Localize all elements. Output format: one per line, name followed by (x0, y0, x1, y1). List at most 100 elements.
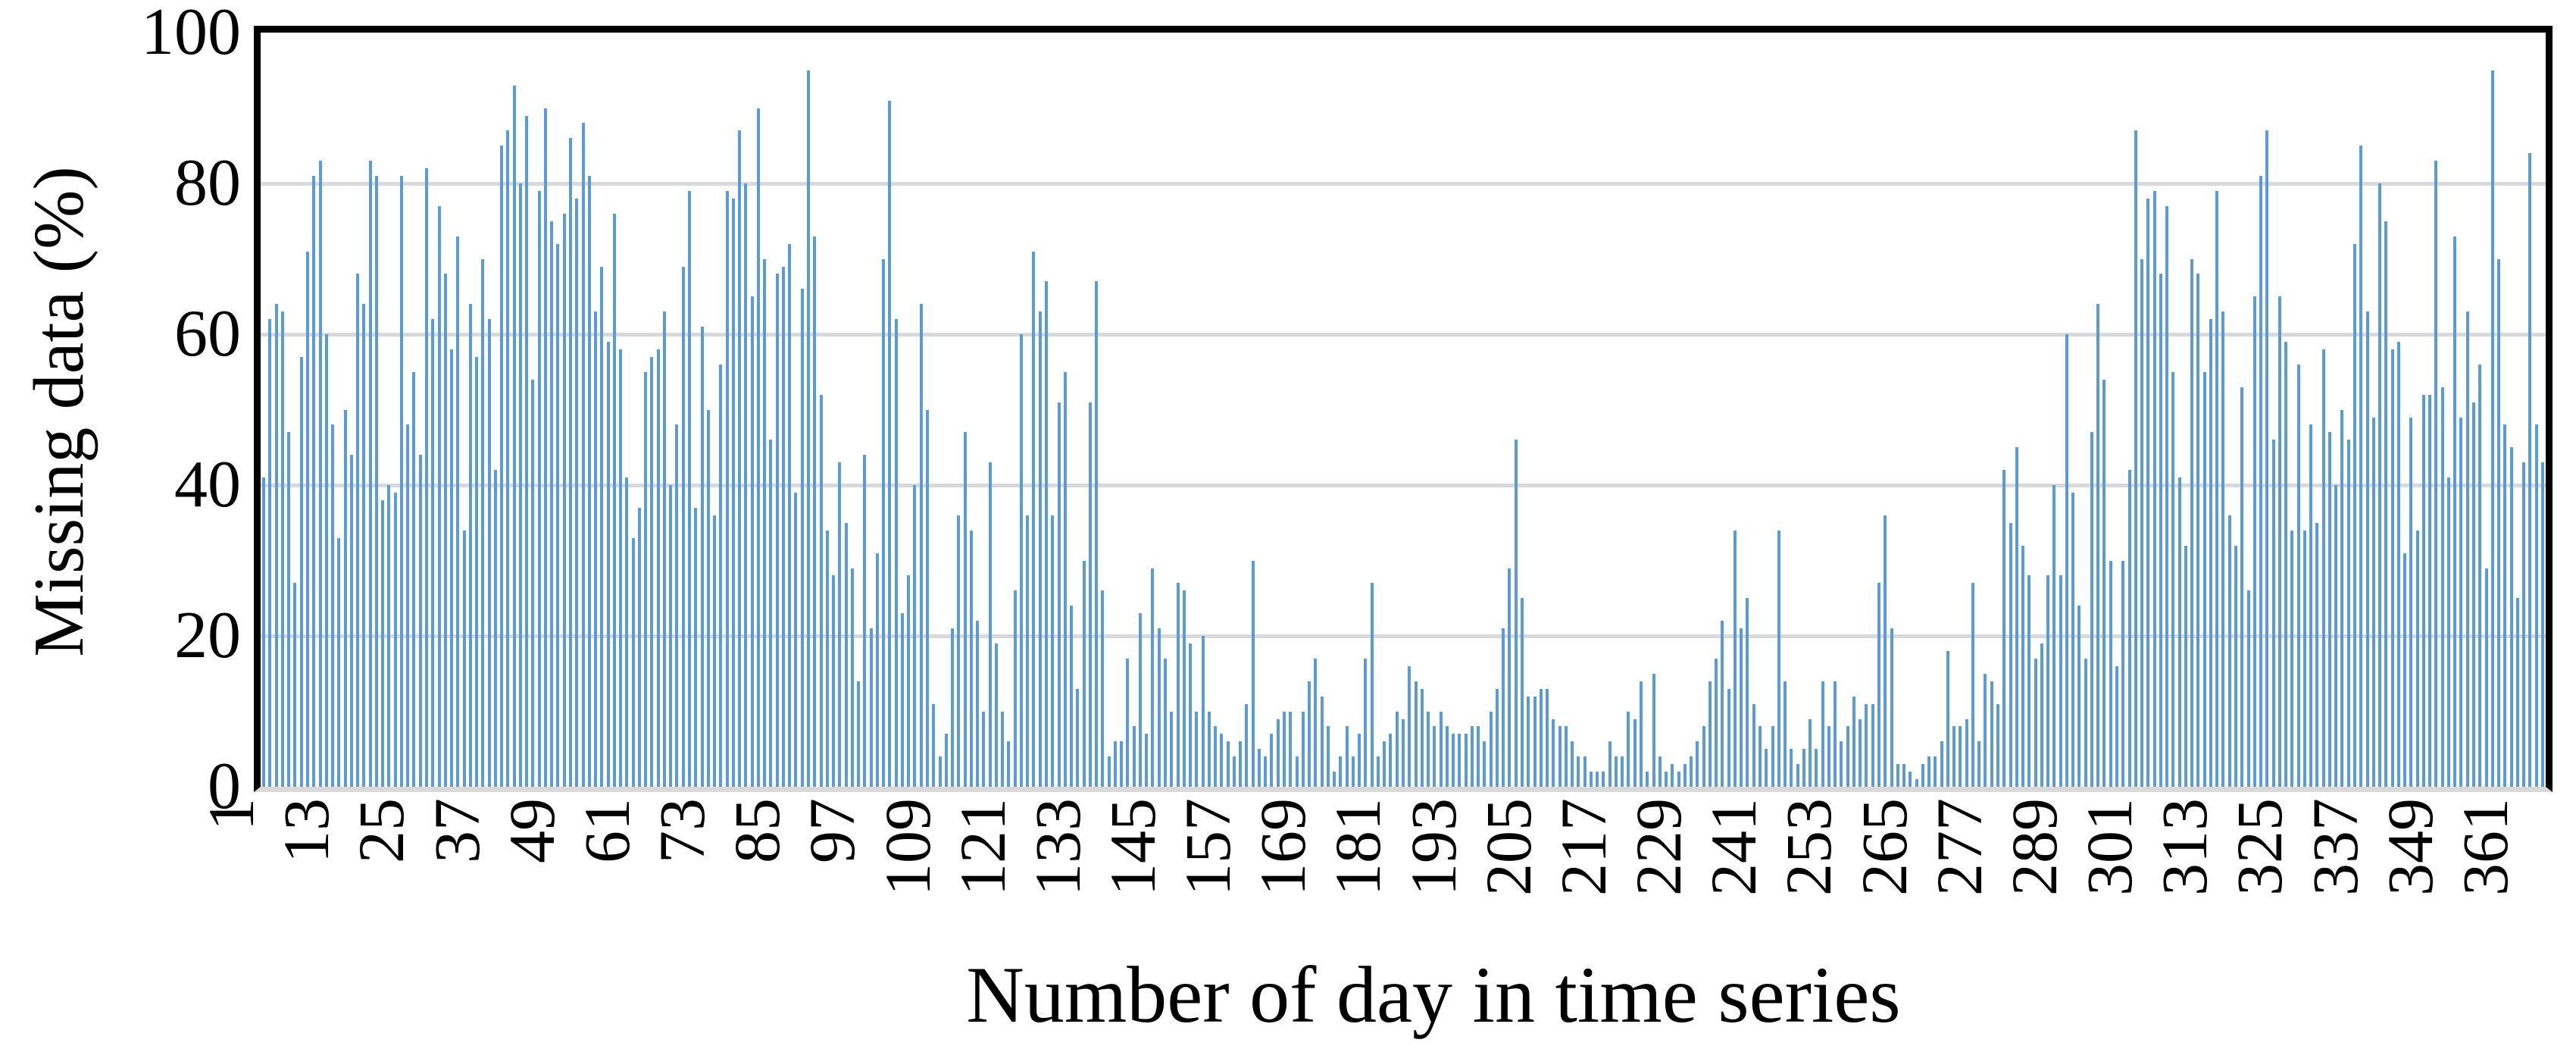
bar-day-16 (356, 274, 360, 787)
bar-day-231 (1702, 726, 1705, 787)
bar-day-185 (1414, 681, 1418, 787)
bar-day-270 (1946, 650, 1949, 787)
bar-day-227 (1677, 772, 1680, 787)
bar-day-24 (406, 424, 410, 787)
bar-day-268 (1934, 756, 1937, 787)
bar-day-28 (431, 319, 435, 787)
bar-day-299 (2127, 470, 2131, 787)
x-tick-label-145: 145 (1096, 798, 1169, 896)
x-tick-label-37: 37 (420, 798, 493, 863)
bar-day-357 (2490, 70, 2494, 787)
bar-day-209 (1564, 726, 1568, 787)
bar-day-165 (1289, 711, 1293, 787)
bar-day-328 (2309, 424, 2313, 787)
bar-day-188 (1433, 726, 1436, 787)
bar-day-286 (2046, 575, 2050, 787)
bar-day-218 (1621, 756, 1624, 787)
bar-day-37 (487, 319, 491, 787)
bar-day-100 (882, 258, 886, 787)
x-tick-label-109: 109 (871, 798, 944, 896)
bar-day-359 (2503, 424, 2507, 787)
bar-day-223 (1652, 673, 1655, 787)
bar-day-284 (2034, 658, 2037, 787)
bar-day-217 (1614, 756, 1618, 787)
bar-day-241 (1765, 749, 1768, 787)
bar-day-139 (1126, 658, 1130, 787)
bar-day-21 (387, 485, 391, 787)
bar-day-181 (1389, 734, 1393, 787)
bar-day-288 (2059, 575, 2062, 787)
bar-day-79 (750, 296, 754, 787)
bar-day-19 (374, 176, 378, 787)
bar-day-40 (506, 130, 510, 787)
bar-day-269 (1940, 741, 1943, 787)
bar-day-187 (1427, 711, 1430, 787)
bar-day-87 (800, 289, 804, 787)
bar-day-143 (1151, 568, 1155, 787)
bar-day-2 (268, 319, 272, 787)
bar-day-49 (562, 213, 566, 787)
bar-day-272 (1959, 726, 1962, 787)
bar-day-258 (1871, 703, 1874, 787)
bar-day-225 (1665, 772, 1668, 787)
bar-day-142 (1145, 734, 1149, 787)
bar-day-130 (1070, 606, 1074, 787)
bar-day-329 (2315, 522, 2319, 787)
bar-day-253 (1840, 741, 1843, 787)
bar-day-25 (412, 371, 416, 787)
bar-day-261 (1890, 628, 1893, 787)
bar-day-205 (1539, 688, 1543, 787)
bar-day-38 (493, 470, 497, 787)
bar-day-145 (1164, 658, 1167, 787)
bar-day-321 (2265, 130, 2269, 787)
bar-day-345 (2415, 530, 2419, 787)
bar-day-257 (1865, 703, 1868, 787)
bar-day-251 (1827, 726, 1830, 787)
bar-day-32 (456, 236, 460, 787)
x-tick-label-229: 229 (1622, 798, 1696, 896)
bar-day-267 (1927, 756, 1931, 787)
x-tick-label-1: 1 (195, 798, 268, 831)
bar-day-7 (299, 356, 303, 787)
bar-day-224 (1658, 756, 1662, 787)
bar-day-234 (1721, 621, 1724, 787)
bar-day-303 (2152, 191, 2156, 787)
bar-day-180 (1383, 741, 1386, 787)
bar-day-343 (2403, 553, 2407, 787)
bar-day-134 (1095, 281, 1099, 787)
bar-day-199 (1502, 628, 1505, 787)
bar-day-88 (807, 70, 810, 787)
bar-day-133 (1088, 402, 1092, 787)
bar-day-112 (957, 515, 961, 787)
bar-day-297 (2115, 665, 2118, 787)
x-tick-label-253: 253 (1772, 798, 1846, 896)
bar-day-42 (518, 183, 522, 787)
bar-day-137 (1113, 741, 1117, 787)
bar-day-214 (1596, 772, 1599, 787)
y-tick-label-0: 0 (208, 750, 241, 823)
bar-day-123 (1026, 515, 1030, 787)
x-tick-label-121: 121 (946, 798, 1019, 896)
bar-day-308 (2184, 545, 2187, 787)
bar-day-338 (2371, 417, 2375, 787)
bar-day-264 (1909, 772, 1912, 787)
bar-day-212 (1583, 756, 1587, 787)
bar-day-41 (512, 85, 516, 787)
bar-day-172 (1333, 772, 1336, 787)
bar-day-304 (2159, 274, 2162, 787)
bar-day-189 (1439, 711, 1443, 787)
bar-day-176 (1358, 734, 1361, 787)
bar-day-170 (1320, 696, 1324, 787)
y-tick-label-20: 20 (174, 599, 241, 672)
bar-day-312 (2209, 319, 2212, 787)
bar-day-347 (2428, 394, 2432, 787)
bar-day-190 (1445, 726, 1449, 787)
bar-day-136 (1107, 756, 1111, 787)
bar-day-295 (2102, 379, 2106, 787)
bar-day-117 (988, 462, 992, 787)
bar-day-226 (1671, 764, 1674, 787)
bar-day-266 (1921, 764, 1924, 787)
bar-day-179 (1376, 756, 1380, 787)
bar-day-22 (393, 493, 397, 787)
bar-day-121 (1013, 590, 1017, 787)
